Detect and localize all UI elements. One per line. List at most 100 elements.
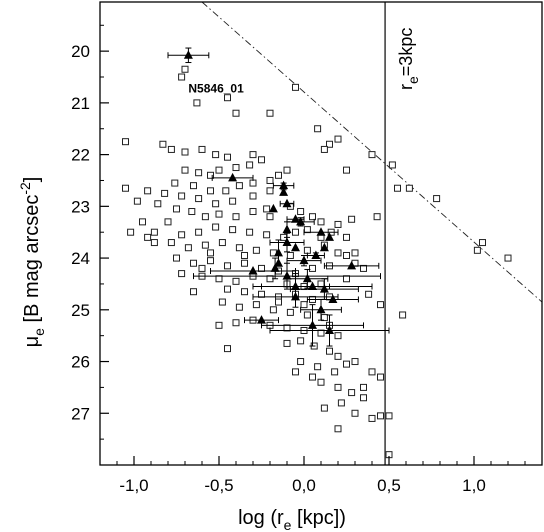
open-square-point — [215, 166, 223, 174]
filled-triangle-point — [282, 198, 292, 208]
open-square-point — [309, 213, 316, 221]
y-tick-label: 22 — [71, 146, 90, 165]
open-square-point — [351, 249, 359, 257]
y-tick-label: 27 — [71, 404, 90, 423]
filled-triangle-point — [282, 224, 292, 234]
open-square-point — [212, 223, 220, 231]
open-square-point — [479, 239, 486, 247]
open-square-point — [224, 262, 231, 270]
open-square-point — [334, 332, 342, 340]
open-square-point — [193, 99, 201, 107]
open-square-point — [195, 169, 203, 177]
open-square-point — [334, 352, 342, 360]
open-square-point — [178, 270, 186, 278]
open-square-point — [433, 195, 441, 203]
open-square-point — [377, 373, 384, 381]
open-square-point — [150, 228, 158, 236]
open-square-point — [224, 345, 231, 353]
x-tick-label: -0,5 — [204, 476, 233, 495]
open-square-point — [246, 161, 254, 169]
open-square-point — [224, 94, 231, 102]
open-square-point — [212, 151, 220, 159]
open-square-point — [207, 249, 214, 257]
filled-triangle-point — [183, 50, 193, 59]
x-tick-label: 0,0 — [292, 476, 316, 495]
open-square-point — [222, 187, 230, 195]
filled-triangle-point — [328, 294, 338, 303]
filled-triangle-point — [302, 273, 312, 283]
filled-triangle-point — [274, 247, 283, 257]
open-square-point — [207, 257, 214, 265]
open-square-point — [229, 197, 237, 205]
open-square-point — [258, 156, 265, 164]
open-square-point — [178, 73, 186, 81]
open-square-point — [249, 151, 257, 159]
open-square-point — [334, 425, 342, 433]
filled-triangle-point — [270, 263, 280, 272]
y-tick-label: 20 — [71, 42, 90, 61]
filled-triangle-point — [325, 325, 334, 334]
y-tick-label: 24 — [71, 249, 90, 268]
open-square-point — [317, 218, 325, 226]
open-square-point — [195, 195, 203, 203]
open-square-point — [232, 319, 240, 327]
open-square-point — [297, 358, 305, 366]
open-square-point — [348, 215, 356, 223]
open-square-point — [150, 239, 158, 247]
open-square-point — [269, 306, 277, 314]
open-square-point — [232, 213, 240, 221]
open-square-point — [159, 140, 167, 148]
open-square-point — [167, 145, 175, 153]
open-square-point — [504, 254, 512, 262]
open-square-point — [198, 264, 206, 272]
open-square-point — [122, 184, 129, 192]
open-square-point — [181, 148, 189, 156]
open-square-point — [266, 109, 274, 117]
open-square-point — [122, 138, 129, 146]
axes: -1,0 -0,5 0,0 0,5 1,0 20 21 22 23 24 25 26 27 — [71, 1, 543, 495]
filled-triangle-point — [308, 320, 317, 329]
open-square-point — [173, 205, 180, 213]
open-square-point — [303, 311, 311, 319]
filled-triangle-point — [296, 216, 306, 226]
filled-triangle-point — [291, 291, 300, 301]
open-square-point — [292, 368, 299, 376]
open-square-point — [212, 200, 220, 208]
open-square-point — [139, 218, 146, 226]
open-square-point — [343, 233, 350, 241]
filled-triangle-point — [316, 227, 326, 236]
open-square-point — [343, 251, 350, 259]
open-square-point — [275, 298, 282, 306]
y-tick-label: 21 — [71, 94, 90, 113]
open-square-point — [167, 239, 175, 247]
open-square-point — [320, 404, 328, 412]
filled-triangle-point — [257, 315, 266, 324]
open-square-point — [303, 246, 311, 254]
open-square-point — [263, 205, 271, 213]
open-square-point — [249, 208, 257, 216]
open-square-point — [373, 213, 381, 221]
open-square-point — [314, 363, 322, 371]
y-tick-label: 25 — [71, 301, 90, 320]
open-square-point — [405, 184, 413, 192]
open-square-series — [122, 65, 512, 459]
filled-triangle-point — [248, 266, 258, 275]
open-square-point — [232, 277, 240, 285]
filled-triangle-point — [274, 258, 283, 267]
n5846-01-label: N5846_01 — [188, 82, 244, 96]
y-tick-label: 26 — [71, 353, 90, 372]
filled-triangle-series — [167, 47, 390, 347]
open-square-point — [326, 140, 333, 148]
filled-triangle-point — [279, 187, 289, 196]
open-square-point — [246, 228, 254, 236]
open-square-point — [337, 399, 345, 407]
open-square-point — [343, 360, 350, 368]
open-square-point — [263, 231, 271, 239]
open-square-point — [181, 166, 189, 174]
open-square-point — [241, 288, 248, 296]
open-square-point — [161, 189, 169, 197]
open-square-point — [232, 164, 240, 172]
open-square-point — [331, 368, 339, 376]
filled-triangle-point — [347, 260, 357, 270]
filled-triangle-point — [319, 242, 329, 252]
